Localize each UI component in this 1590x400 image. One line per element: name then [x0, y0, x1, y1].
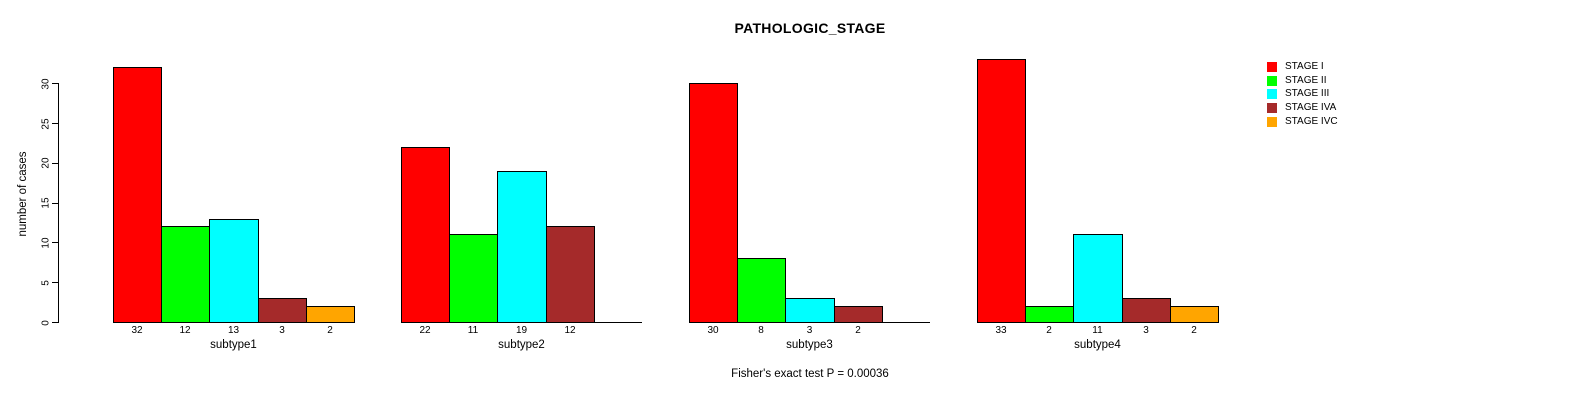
legend-swatch-stage-ivc: [1267, 116, 1277, 127]
legend-swatch-stage-iii: [1267, 89, 1277, 100]
group-label-subtype3: subtype3: [786, 339, 833, 351]
bar: [834, 306, 883, 323]
bar: [401, 147, 450, 323]
y-axis-tick: [52, 83, 58, 85]
y-axis-line: [58, 83, 59, 323]
bar-value-label: 3: [1143, 325, 1149, 336]
group-label-subtype2: subtype2: [498, 339, 545, 351]
bar-value-label: 12: [179, 325, 191, 336]
bar: [209, 219, 259, 323]
bar: [113, 67, 162, 323]
bar: [737, 258, 786, 323]
bar-value-label: 32: [131, 325, 143, 336]
bar-value-label: 19: [515, 325, 528, 336]
fisher-test-annotation: Fisher's exact test P = 0.00036: [731, 368, 889, 380]
bar-value-label: 8: [758, 325, 764, 336]
bar: [689, 83, 738, 323]
legend-label-stage-ivc: STAGE IVC: [1285, 115, 1338, 127]
bar-value-label: 3: [279, 325, 285, 336]
legend-label-stage-iii: STAGE III: [1285, 88, 1330, 100]
y-axis-tick: [52, 202, 58, 204]
bar: [1073, 234, 1123, 323]
bar-value-label: 3: [806, 325, 813, 336]
bar-value-label: 2: [1046, 325, 1052, 336]
legend-swatch-stage-ii: [1267, 75, 1277, 86]
bar: [1170, 306, 1219, 323]
y-axis-tick: [52, 162, 58, 164]
legend-swatch-stage-iva: [1267, 103, 1277, 114]
legend-label-stage-iva: STAGE IVA: [1285, 102, 1337, 114]
y-axis-tick: [52, 322, 58, 323]
bar-value-label: 12: [564, 325, 576, 336]
bar-value-label: 33: [995, 325, 1007, 336]
bar-value-label: 2: [1191, 325, 1197, 336]
bar: [258, 298, 307, 323]
bar-value-label: 2: [327, 325, 333, 336]
y-axis-tick: [52, 282, 58, 284]
bar: [449, 234, 498, 323]
group-label-subtype4: subtype4: [1074, 339, 1121, 351]
bar: [785, 298, 835, 323]
chart-title: PATHOLOGIC_STAGE: [734, 20, 886, 36]
bar: [1122, 298, 1171, 323]
y-axis-tick: [52, 242, 58, 244]
bar-value-label: 22: [419, 325, 431, 336]
bar-value-label: 11: [1092, 325, 1103, 336]
group-label-subtype1: subtype1: [210, 339, 257, 351]
legend-label-stage-i: STAGE I: [1285, 61, 1324, 72]
y-axis-tick: [52, 123, 58, 124]
bar: [546, 226, 595, 323]
bar-value-label: 13: [227, 325, 240, 336]
bar: [497, 171, 547, 323]
legend-label-stage-ii: STAGE II: [1285, 74, 1327, 86]
bar-value-label: 30: [707, 325, 719, 336]
bar: [977, 59, 1026, 323]
bar-value-label: 2: [855, 325, 861, 336]
bar-value-label: 11: [467, 325, 479, 336]
legend-swatch-stage-i: [1267, 62, 1277, 72]
bar: [306, 306, 355, 323]
